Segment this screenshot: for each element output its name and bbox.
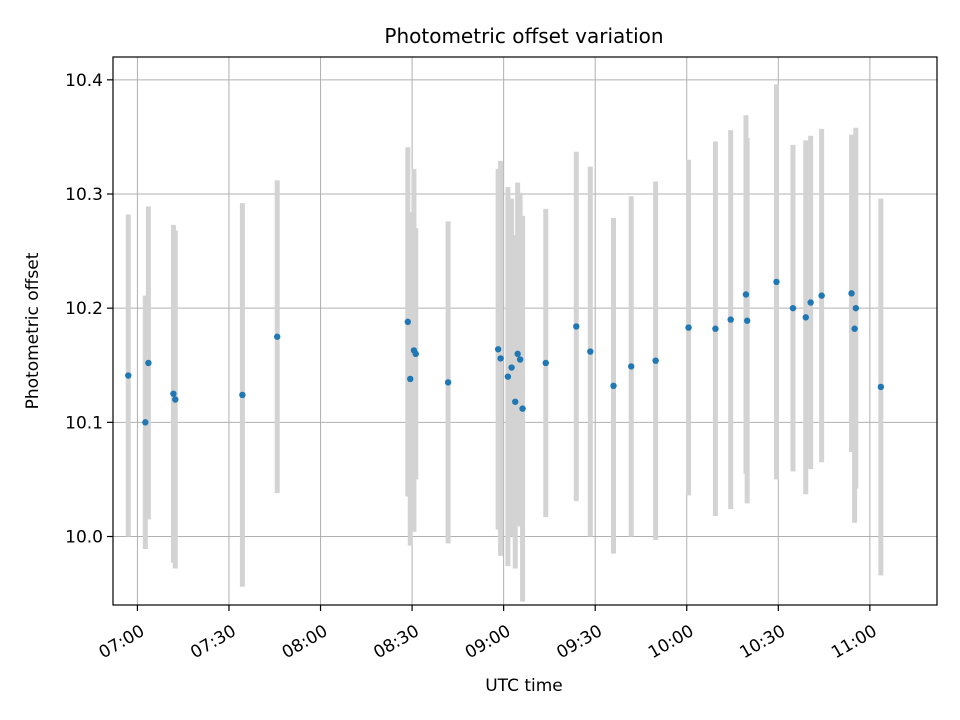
data-point <box>573 323 580 330</box>
data-point <box>848 290 855 297</box>
data-point <box>407 375 414 383</box>
data-point <box>142 419 149 426</box>
data-point <box>807 299 814 306</box>
x-tick-label: 08:00 <box>279 621 331 663</box>
data-point <box>742 291 750 298</box>
x-tick-label: 10:00 <box>645 621 697 663</box>
data-point <box>877 383 885 391</box>
data-point <box>652 357 659 364</box>
x-tick-label: 07:00 <box>96 621 148 663</box>
x-tick-label: 09:00 <box>462 621 514 663</box>
y-axis-label: Photometric offset <box>23 252 43 409</box>
x-tick-label: 11:00 <box>828 621 880 663</box>
data-point <box>743 317 751 324</box>
data-point <box>239 391 246 399</box>
data-point <box>789 304 797 312</box>
y-tick-label: 10.1 <box>65 413 103 433</box>
x-tick-label: 08:30 <box>370 621 422 663</box>
y-tick-label: 10.2 <box>65 299 103 319</box>
y-tick-label: 10.3 <box>65 185 103 205</box>
data-point <box>516 356 524 363</box>
y-tick-label: 10.4 <box>65 71 103 91</box>
data-point <box>170 390 177 397</box>
data-point <box>497 355 504 362</box>
data-point <box>727 316 734 323</box>
data-point <box>125 372 132 379</box>
data-point <box>852 304 860 312</box>
data-point <box>514 350 521 358</box>
data-point <box>494 346 502 353</box>
data-point <box>851 325 858 332</box>
data-point <box>818 292 825 299</box>
data-point <box>412 350 419 358</box>
x-tick-label: 07:30 <box>187 621 239 663</box>
data-point <box>587 348 594 355</box>
plot-frame <box>112 56 938 606</box>
data-point <box>172 396 179 403</box>
data-point <box>444 379 452 386</box>
data-point <box>628 363 635 370</box>
grid <box>113 57 937 605</box>
data-point <box>273 333 281 340</box>
data-point <box>512 398 519 405</box>
data-point <box>802 314 809 321</box>
point-group <box>125 278 885 426</box>
data-point <box>404 318 412 326</box>
x-tick-label: 10:30 <box>737 621 789 663</box>
chart-title: Photometric offset variation <box>384 24 663 48</box>
data-point <box>542 359 549 367</box>
y-tick-label: 10.0 <box>65 528 103 548</box>
data-point <box>712 325 719 332</box>
data-point <box>519 405 526 412</box>
data-point <box>610 382 617 389</box>
data-point <box>773 278 780 286</box>
axes: 07:00 07:30 08:00 08:30 09:00 09:30 10:00 10:30… <box>65 71 880 663</box>
x-axis-label: UTC time <box>485 676 563 696</box>
data-point <box>504 373 512 380</box>
data-point <box>685 324 692 331</box>
x-tick-label: 09:30 <box>553 621 605 663</box>
data-point <box>508 364 515 371</box>
errorbar-group <box>125 84 884 602</box>
data-point <box>145 359 152 367</box>
